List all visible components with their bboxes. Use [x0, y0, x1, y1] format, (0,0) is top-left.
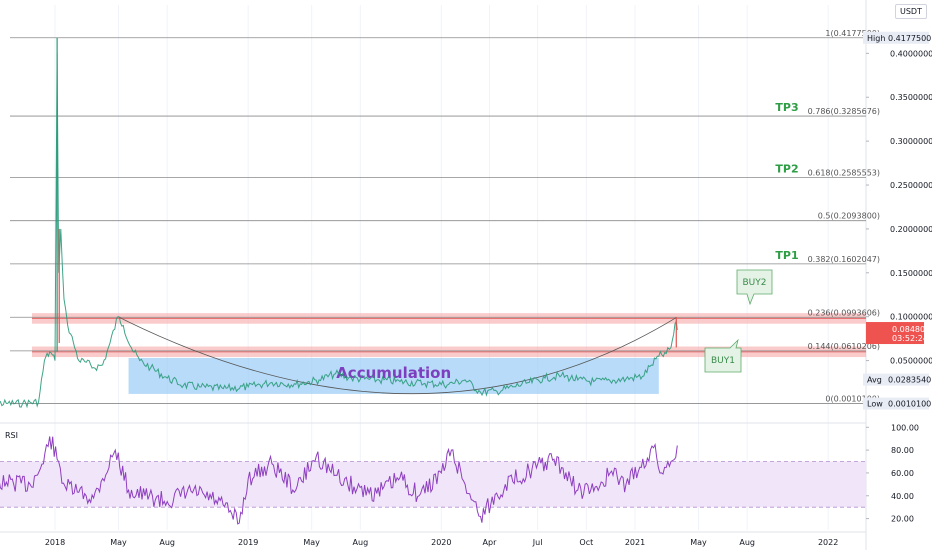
fib-label: 0.618(0.2585553) [808, 169, 880, 178]
time-tick-label: 2018 [45, 538, 65, 547]
target-tp2: TP2 [775, 163, 798, 176]
time-tick-label: 2021 [625, 538, 645, 547]
time-tick-label: May [690, 538, 707, 547]
rsi-tick-label: 60.00 [891, 469, 914, 478]
time-tick-label: May [303, 538, 320, 547]
time-tick-label: 2020 [431, 538, 451, 547]
rsi-tick-label: 100.00 [891, 423, 919, 432]
current-price-value: 0.0848009 [892, 325, 932, 334]
fib-label: 0.382(0.1602047) [808, 255, 880, 264]
low-tag-value: 0.0010100 [888, 400, 931, 409]
fib-label: 0(0.0010100) [825, 395, 880, 404]
buy1-label: BUY1 [711, 356, 735, 366]
rsi-tick-label: 20.00 [891, 515, 914, 524]
price-series [0, 37, 678, 409]
high-tag [863, 31, 929, 44]
fib-label: 0.786(0.3285676) [808, 107, 880, 116]
high-tag-name: High [867, 34, 885, 43]
avg-tag-value: 0.0283540 [888, 376, 931, 385]
rsi-panel: RSI 100.00 80.00 60.00 40.00 20.00 [0, 423, 919, 525]
time-tick-label: Oct [579, 538, 593, 547]
buy-callouts: BUY2 BUY1 [704, 269, 773, 373]
time-tick-label: Aug [159, 538, 175, 547]
target-tp1: TP1 [775, 249, 798, 262]
price-axis: 0.4000000 0.3500000 0.3000000 0.2500000 0.20… [863, 31, 932, 410]
low-tag [863, 397, 929, 410]
rsi-tick-label: 80.00 [891, 446, 914, 455]
price-tick-label: 0.4000000 [890, 49, 932, 58]
low-tag-name: Low [867, 400, 883, 409]
accumulation-rect [128, 357, 659, 394]
rsi-tick-label: 40.00 [891, 492, 914, 501]
target-labels: TP3 TP2 TP1 [775, 101, 798, 262]
rsi-title: RSI [5, 431, 18, 440]
current-price-countdown: 03:52:24 [892, 334, 928, 343]
avg-tag-name: Avg [867, 376, 882, 385]
price-tick-label: 0.3000000 [890, 137, 932, 146]
buy2-bubble [736, 269, 773, 306]
fib-label: 0.236(0.0993606) [808, 308, 880, 317]
price-tick-label: 0.0500000 [890, 357, 932, 366]
currency-badge[interactable]: USDT [895, 4, 927, 19]
price-tick-label: 0.1000000 [890, 313, 932, 322]
time-tick-label: Jul [532, 538, 543, 547]
high-tag-value: 0.4177500 [888, 34, 931, 43]
time-axis: 2018 May Aug 2019 May Aug 2020 Apr Jul Oct 2021 May… [0, 531, 866, 547]
price-line [0, 53, 678, 409]
currency-badge-label: USDT [900, 7, 922, 16]
price-tick-label: 0.2500000 [890, 181, 932, 190]
time-tick-label: Aug [353, 538, 369, 547]
fib-lines: 1(0.4177500) 0.786(0.3285676) 0.618(0.2585… [10, 29, 880, 404]
price-tick-label: 0.2000000 [890, 225, 932, 234]
time-tick-label: 2019 [238, 538, 258, 547]
time-tick-label: Apr [483, 538, 498, 547]
price-tick-label: 0.1500000 [890, 269, 932, 278]
time-tick-label: May [110, 538, 127, 547]
fib-label: 1(0.4177500) [825, 29, 880, 38]
target-tp3: TP3 [775, 101, 798, 114]
time-tick-label: 2022 [818, 538, 838, 547]
cup-curve [117, 316, 677, 395]
current-price-tag [866, 322, 924, 345]
accumulation-label: Accumulation [336, 364, 451, 382]
fib-label: 0.144(0.0610206) [808, 342, 880, 351]
time-tick-label: Aug [739, 538, 755, 547]
price-tick-label: 0.3500000 [890, 93, 932, 102]
buy1-bubble [704, 338, 742, 373]
avg-tag [863, 373, 929, 386]
buy2-label: BUY2 [743, 278, 767, 288]
rsi-line [0, 436, 678, 525]
price-gridlines [0, 0, 867, 550]
fib-label: 0.5(0.2093800) [818, 212, 880, 221]
accumulation-box: Accumulation [128, 357, 659, 394]
